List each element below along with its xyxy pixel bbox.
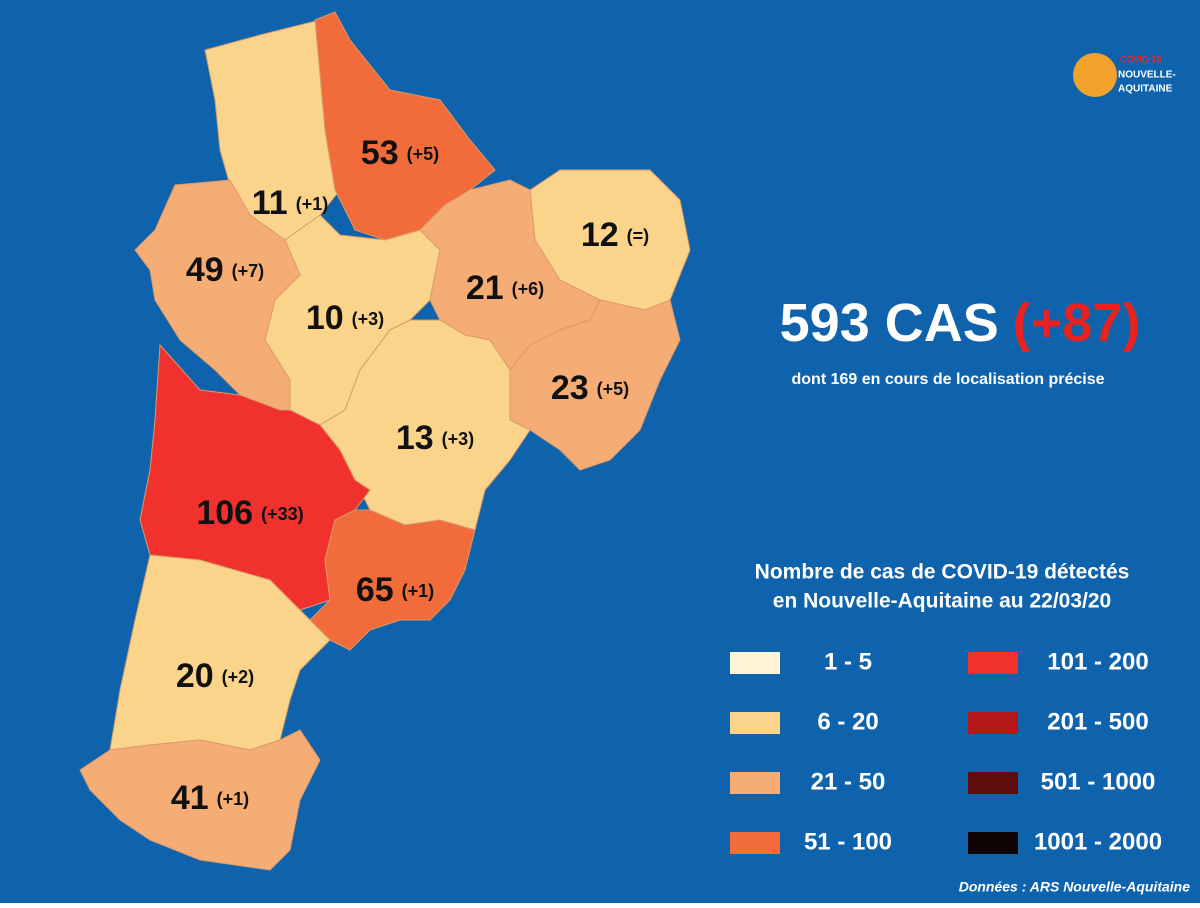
department-labels: 11 (+1) 53 (+5) 49 (+7) 10 (+3) 21 (+6) 12 (=) 23 (+5… xyxy=(171,134,649,817)
department-count: 12 xyxy=(581,216,619,254)
department-label: 21 (+6) xyxy=(466,269,544,307)
department-change: (+2) xyxy=(222,667,255,687)
legend-label: 21 - 50 xyxy=(811,768,886,795)
department-change: (+7) xyxy=(232,261,265,281)
department-change: (=) xyxy=(627,226,650,246)
total-change: (+87) xyxy=(1013,293,1141,353)
department-label: 53 (+5) xyxy=(361,134,439,172)
legend-swatch xyxy=(730,712,780,734)
logo: COVID-19 NOUVELLE- AQUITAINE xyxy=(1073,53,1176,97)
department-label: 20 (+2) xyxy=(176,657,254,695)
department-count: 13 xyxy=(396,419,434,457)
department-label: 11 (+1) xyxy=(252,184,328,222)
logo-text: AQUITAINE xyxy=(1118,84,1173,95)
legend-swatch xyxy=(968,712,1018,734)
department-count: 11 xyxy=(252,184,288,222)
legend-title: Nombre de cas de COVID-19 détectés xyxy=(755,561,1130,584)
legend-label: 1 - 5 xyxy=(824,648,872,675)
legend-label: 51 - 100 xyxy=(804,828,892,855)
source: Données : ARS Nouvelle-Aquitaine xyxy=(959,879,1191,895)
legend-swatch xyxy=(968,832,1018,854)
legend-swatch xyxy=(968,652,1018,674)
legend: 1 - 5 6 - 20 21 - 50 51 - 100 101 - 200 201 -… xyxy=(730,648,1162,855)
legend-label: 1001 - 2000 xyxy=(1034,828,1162,855)
legend-label: 6 - 20 xyxy=(817,708,878,735)
department-label: 10 (+3) xyxy=(306,299,384,337)
department-count: 49 xyxy=(186,251,224,289)
legend-label: 501 - 1000 xyxy=(1041,768,1156,795)
department-label: 23 (+5) xyxy=(551,369,629,407)
department-change: (+1) xyxy=(217,789,250,809)
legend-swatch xyxy=(968,772,1018,794)
department-label: 12 (=) xyxy=(581,216,649,254)
department-change: (+3) xyxy=(442,429,475,449)
department-change: (+1) xyxy=(296,194,329,214)
department-change: (+5) xyxy=(597,379,630,399)
map xyxy=(79,11,691,871)
total-cases: 593 CAS xyxy=(780,293,999,353)
legend-swatch xyxy=(730,832,780,854)
department-count: 21 xyxy=(466,269,504,307)
department-count: 65 xyxy=(356,571,394,609)
department-count: 20 xyxy=(176,657,214,695)
department xyxy=(309,509,476,651)
department-count: 41 xyxy=(171,779,209,817)
department-label: 65 (+1) xyxy=(356,571,434,609)
department-change: (+1) xyxy=(402,581,435,601)
total: 593 CAS (+87) xyxy=(780,293,1141,353)
department-change: (+6) xyxy=(512,279,545,299)
logo-text: COVID-19 xyxy=(1120,54,1162,64)
department-change: (+3) xyxy=(352,309,385,329)
department-count: 23 xyxy=(551,369,589,407)
logo-icon xyxy=(1073,53,1117,97)
department-change: (+5) xyxy=(407,144,440,164)
department xyxy=(509,299,681,471)
total-note: dont 169 en cours de localisation précis… xyxy=(792,371,1105,388)
department-change: (+33) xyxy=(261,504,304,524)
logo-text: NOUVELLE- xyxy=(1118,70,1176,81)
department-label: 49 (+7) xyxy=(186,251,264,289)
department-count: 10 xyxy=(306,299,344,337)
legend-title: en Nouvelle-Aquitaine au 22/03/20 xyxy=(773,590,1111,613)
legend-swatch xyxy=(730,652,780,674)
legend-swatch xyxy=(730,772,780,794)
legend-label: 201 - 500 xyxy=(1047,708,1148,735)
department xyxy=(79,729,321,871)
department-label: 13 (+3) xyxy=(396,419,474,457)
department-label: 106 (+33) xyxy=(196,494,303,532)
department-label: 41 (+1) xyxy=(171,779,249,817)
department-count: 53 xyxy=(361,134,399,172)
department-count: 106 xyxy=(196,494,253,532)
legend-label: 101 - 200 xyxy=(1047,648,1148,675)
department xyxy=(109,554,331,751)
